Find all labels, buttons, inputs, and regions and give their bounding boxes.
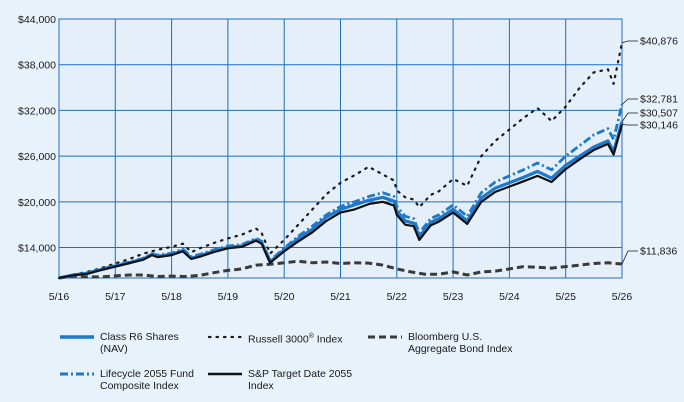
end-label-leaders	[621, 40, 638, 265]
x-tick-label: 5/26	[612, 291, 633, 303]
leader-line	[621, 98, 638, 105]
x-tick-label: 5/18	[161, 291, 182, 303]
y-tick-label: $14,000	[18, 243, 56, 255]
x-tick-label: 5/24	[499, 291, 520, 303]
series-line-1	[57, 41, 624, 280]
x-tick-label: 5/20	[274, 291, 295, 303]
end-label: $11,836	[640, 246, 677, 258]
x-tick-label: 5/19	[218, 291, 239, 303]
grid	[59, 18, 622, 278]
end-label: $30,146	[640, 120, 678, 132]
end-label: $40,876	[640, 36, 678, 48]
x-tick-label: 5/21	[330, 291, 351, 303]
x-tick-label: 5/25	[555, 291, 576, 303]
leader-line	[621, 112, 638, 123]
y-tick-label: $26,000	[18, 151, 56, 163]
leader-line	[621, 40, 638, 44]
y-tick-label: $38,000	[18, 60, 56, 72]
y-tick-label: $32,000	[18, 105, 56, 117]
x-tick-label: 5/23	[443, 291, 464, 303]
y-axis-ticks: $14,000 $20,000 $26,000 $32,000 $38,000 $44,0…	[18, 14, 56, 255]
x-axis-ticks: 5/16 5/17 5/18 5/19 5/20 5/21 5/22 5/23 5/24 5/25…	[49, 291, 633, 303]
series-line-4	[58, 124, 624, 280]
series-line-2	[58, 259, 623, 280]
leader-line	[621, 124, 638, 126]
x-tick-label: 5/16	[49, 291, 70, 303]
x-tick-label: 5/17	[105, 291, 126, 303]
leader-line	[621, 250, 638, 265]
end-label: $32,781	[640, 94, 678, 106]
y-tick-label: $20,000	[18, 197, 56, 209]
end-label: $30,507	[640, 108, 678, 120]
series-lines	[57, 41, 624, 280]
y-tick-label: $44,000	[18, 14, 56, 26]
end-labels: $30,507 $40,876 $11,836 $32,781 $30,146	[640, 36, 678, 258]
x-tick-label: 5/22	[387, 291, 408, 303]
